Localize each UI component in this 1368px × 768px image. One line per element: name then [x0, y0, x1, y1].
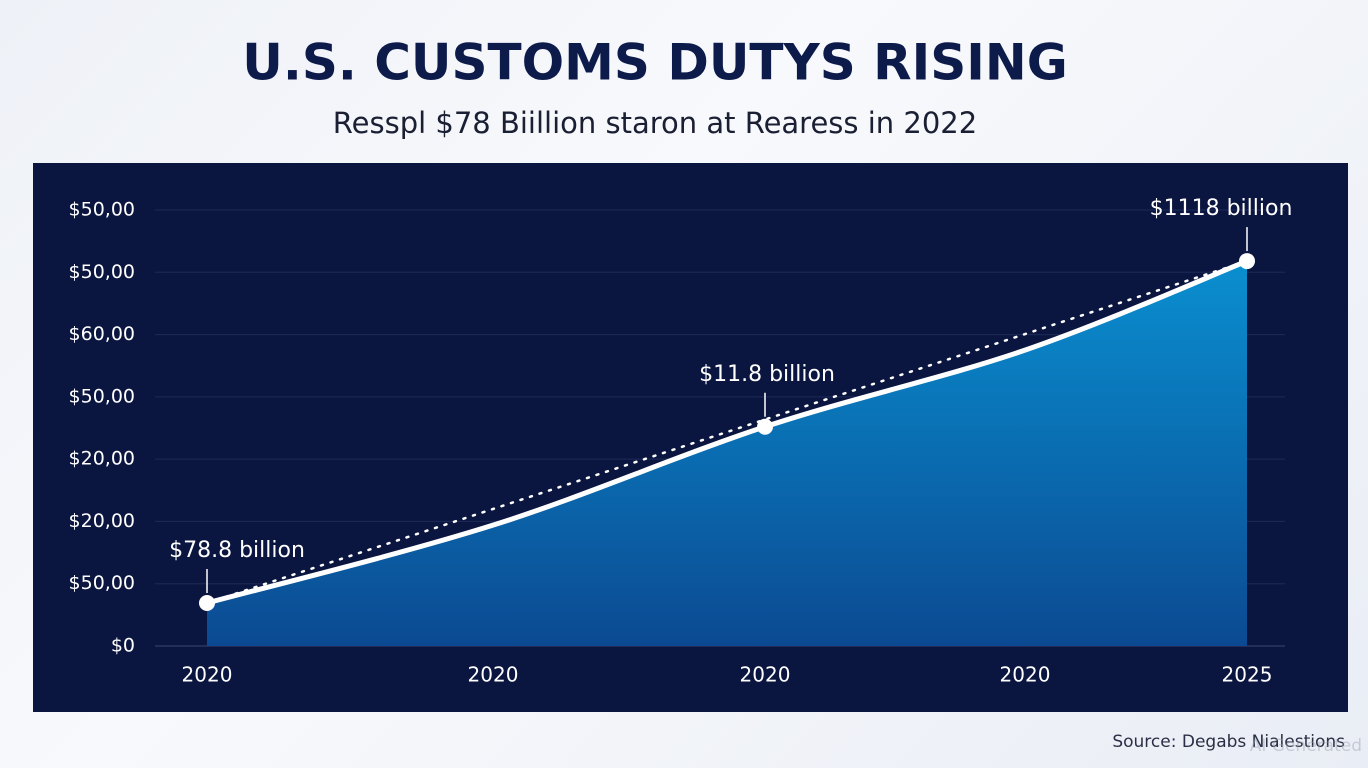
y-tick-label: $0 [111, 635, 135, 657]
y-tick-label: $50,00 [69, 385, 135, 407]
y-tick-label: $50,00 [69, 261, 135, 283]
watermark: AI Generated [1250, 736, 1362, 756]
trend-line [205, 259, 1249, 605]
y-tick-label: $20,00 [69, 448, 135, 470]
x-tick-label: 2020 [740, 663, 791, 687]
annotation: $11.8 billion [699, 362, 835, 387]
annotation: $1118 billion [1150, 196, 1293, 221]
chart-subtitle: Resspl $78 Biillion staron at Rearess in… [333, 106, 977, 140]
y-tick-label: $60,00 [69, 323, 135, 345]
x-tick-label: 2020 [468, 663, 519, 687]
y-tick-label: $50,00 [69, 199, 135, 221]
x-tick-label: 2020 [1000, 663, 1051, 687]
x-tick-label: 2020 [182, 663, 233, 687]
annotation: $78.8 billion [169, 538, 305, 563]
x-tick-label: 2025 [1222, 663, 1273, 687]
area [207, 261, 1247, 646]
point [199, 595, 215, 612]
source-note: Source: Degabs Nialestions [1112, 732, 1345, 752]
y-tick-label: $20,00 [69, 510, 135, 532]
point [757, 418, 773, 435]
chart-title: U.S. CUSTOMS DUTYS RISING [242, 34, 1068, 92]
point [1239, 253, 1255, 270]
y-tick-label: $50,00 [69, 572, 135, 594]
